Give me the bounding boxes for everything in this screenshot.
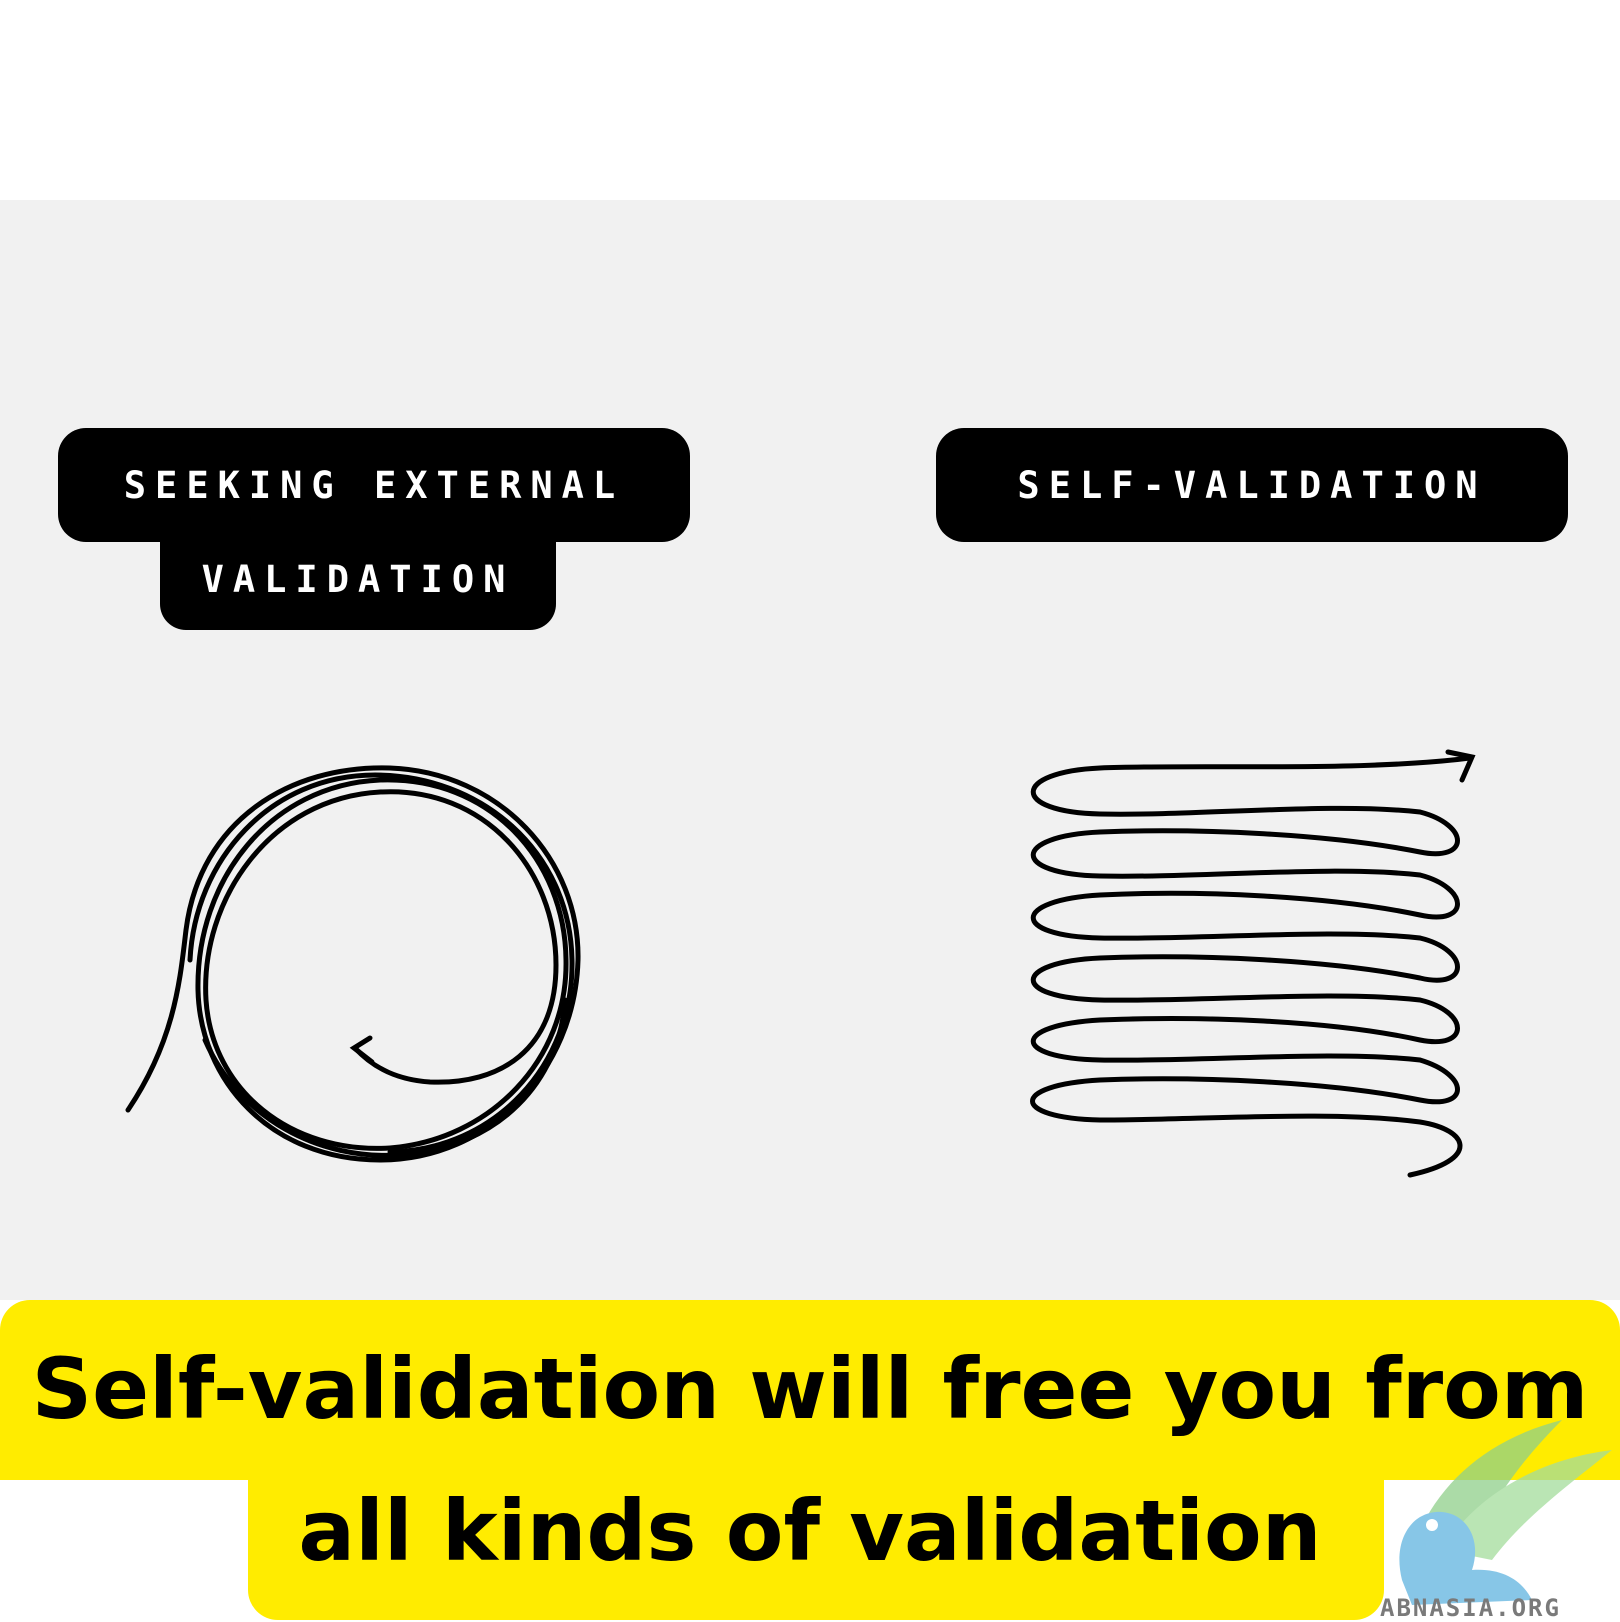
caption: Self-validation will free you from all k… — [0, 1318, 1620, 1602]
circular-loop-icon — [125, 765, 581, 1163]
spiral-arrow-icon — [1030, 749, 1476, 1178]
scribble-drawings — [125, 749, 1476, 1178]
seeking-external-label-line1: SEEKING EXTERNAL — [123, 463, 625, 507]
seeking-external-label-bottom: VALIDATION — [160, 528, 556, 630]
caption-line1: Self-validation will free you from — [31, 1340, 1589, 1438]
caption-line2: all kinds of validation — [298, 1482, 1322, 1580]
caption-background-bottom — [248, 1470, 1384, 1620]
griffin-logo-icon — [1399, 1420, 1612, 1605]
watermark-text: ABNASIA.ORG — [1380, 1594, 1561, 1622]
seeking-external-label-top: SEEKING EXTERNAL — [58, 428, 690, 542]
seeking-external-label-line2: VALIDATION — [201, 557, 515, 601]
self-validation-label: SELF-VALIDATION — [936, 428, 1568, 542]
self-validation-label-text: SELF-VALIDATION — [1017, 463, 1487, 507]
caption-background-top — [0, 1300, 1620, 1480]
